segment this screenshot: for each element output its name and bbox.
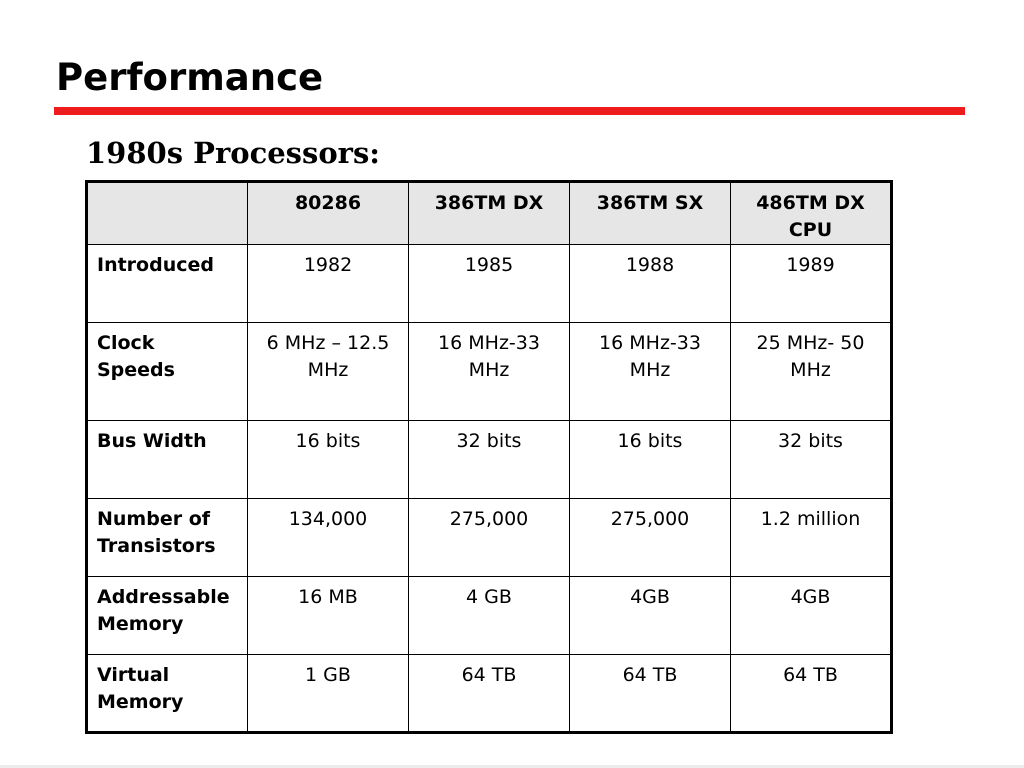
table-cell: 4GB	[730, 576, 892, 655]
column-header-80286: 80286	[247, 181, 409, 245]
table-cell: 16 MHz-33 MHz	[569, 322, 731, 421]
row-label-addressable-memory: Addressable Memory	[86, 576, 248, 655]
row-label-bus-width: Bus Width	[86, 420, 248, 499]
column-header-386-sx: 386TM SX	[569, 181, 731, 245]
row-label-virtual-memory: Virtual Memory	[86, 654, 248, 733]
table-cell: 1989	[730, 244, 892, 323]
table-row-addressable-memory: Addressable Memory 16 MB 4 GB 4GB 4GB	[86, 576, 892, 655]
table-cell: 134,000	[247, 498, 409, 577]
table-row-bus-width: Bus Width 16 bits 32 bits 16 bits 32 bit…	[86, 420, 892, 499]
table-cell: 32 bits	[408, 420, 570, 499]
table-cell: 64 TB	[730, 654, 892, 733]
table-cell: 275,000	[408, 498, 570, 577]
table-cell: 1 GB	[247, 654, 409, 733]
table-row-clock-speeds: Clock Speeds 6 MHz – 12.5 MHz 16 MHz-33 …	[86, 322, 892, 421]
processor-comparison-table: 80286 386TM DX 386TM SX 486TM DX CPU Int…	[85, 180, 893, 734]
table-cell: 16 MHz-33 MHz	[408, 322, 570, 421]
footer-divider	[0, 765, 1024, 768]
table-cell: 1982	[247, 244, 409, 323]
row-label-introduced: Introduced	[86, 244, 248, 323]
table-cell: 4 GB	[408, 576, 570, 655]
table-cell: 1.2 million	[730, 498, 892, 577]
table-cell: 16 bits	[569, 420, 731, 499]
table-row-introduced: Introduced 1982 1985 1988 1989	[86, 244, 892, 323]
row-label-clock-speeds: Clock Speeds	[86, 322, 248, 421]
table-cell: 16 bits	[247, 420, 409, 499]
table-cell: 64 TB	[408, 654, 570, 733]
table-cell: 64 TB	[569, 654, 731, 733]
slide-title: Performance	[56, 56, 324, 99]
table-row-virtual-memory: Virtual Memory 1 GB 64 TB 64 TB 64 TB	[86, 654, 892, 733]
table-cell: 32 bits	[730, 420, 892, 499]
table-cell: 1988	[569, 244, 731, 323]
table-cell: 4GB	[569, 576, 731, 655]
table-cell: 6 MHz – 12.5 MHz	[247, 322, 409, 421]
table-cell: 25 MHz- 50 MHz	[730, 322, 892, 421]
column-header-386-dx: 386TM DX	[408, 181, 570, 245]
column-header-486-dx: 486TM DX CPU	[730, 181, 892, 245]
row-label-number-of-transistors: Number of Transistors	[86, 498, 248, 577]
slide-subtitle: 1980s Processors:	[86, 136, 380, 170]
table-header-row: 80286 386TM DX 386TM SX 486TM DX CPU	[86, 181, 892, 245]
table-row-number-of-transistors: Number of Transistors 134,000 275,000 27…	[86, 498, 892, 577]
table-cell: 16 MB	[247, 576, 409, 655]
table-cell: 275,000	[569, 498, 731, 577]
table-cell: 1985	[408, 244, 570, 323]
header-corner-cell	[86, 181, 248, 245]
title-underline	[54, 107, 965, 115]
